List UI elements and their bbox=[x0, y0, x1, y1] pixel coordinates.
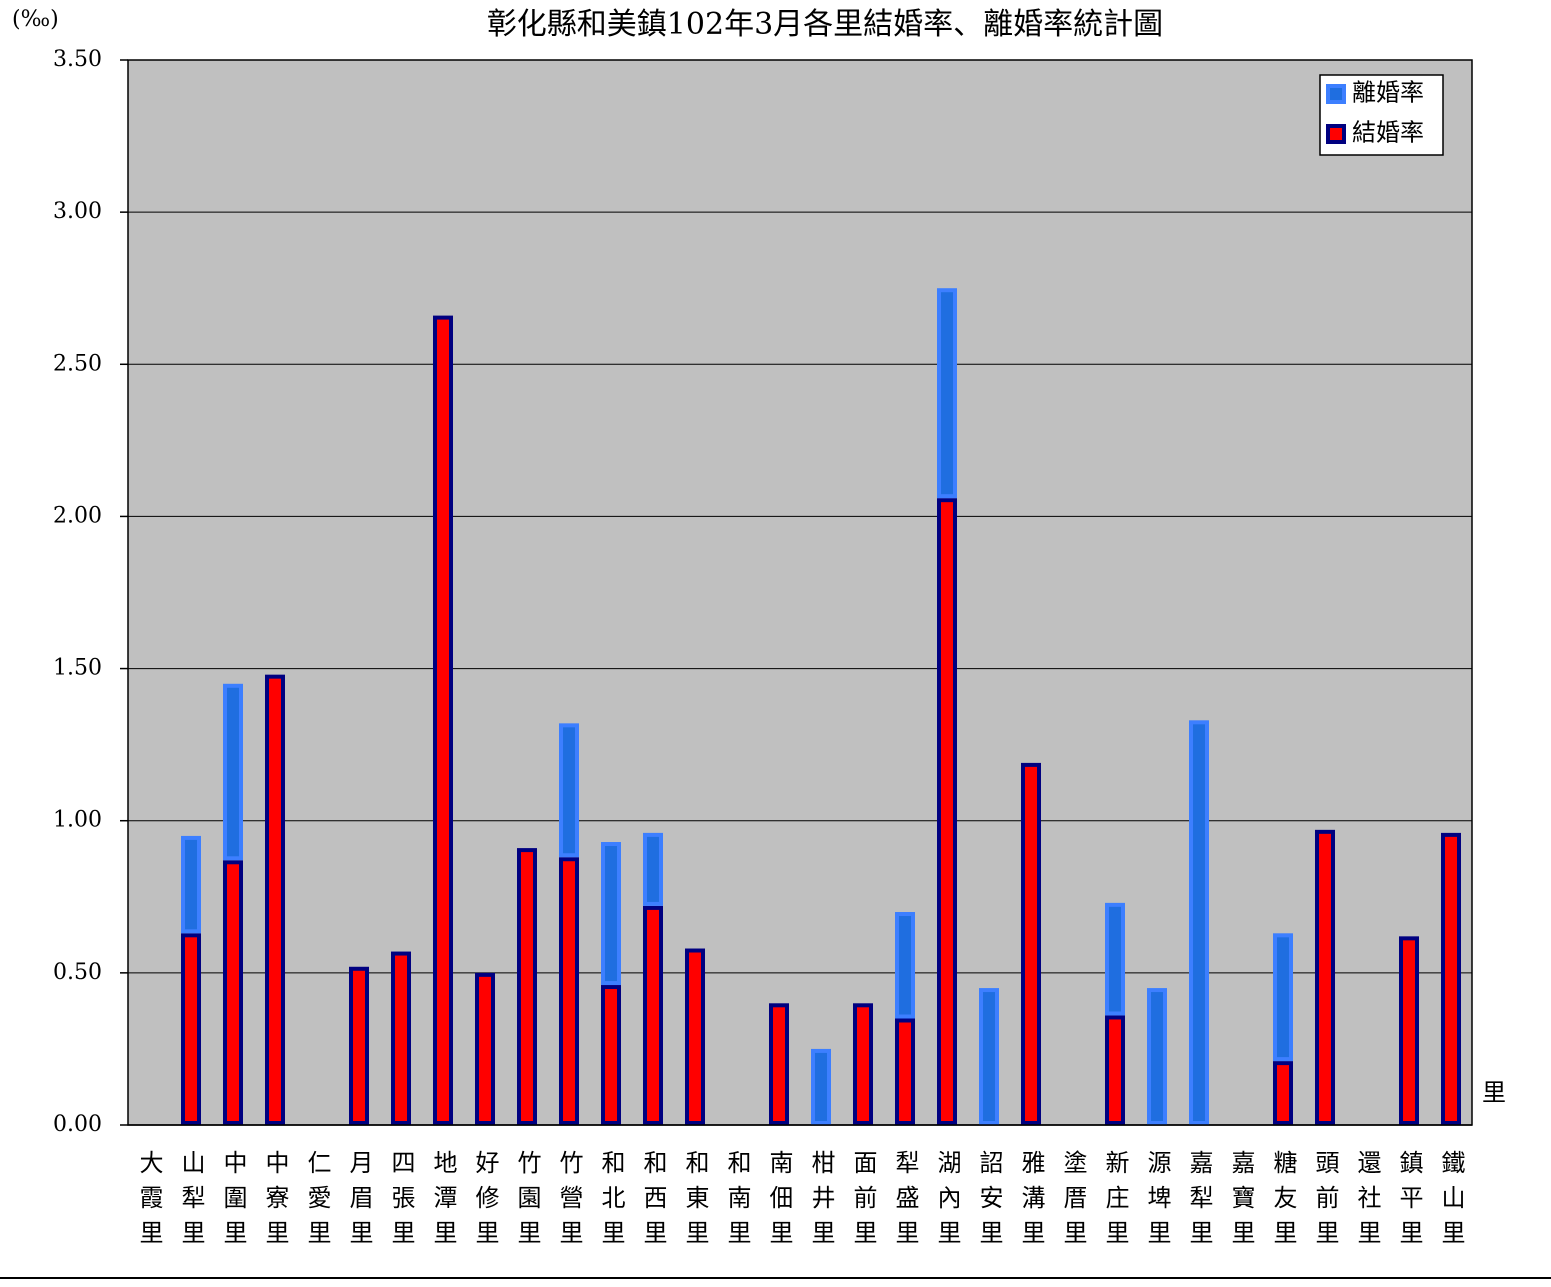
bar-segment bbox=[601, 842, 621, 986]
bar-segment bbox=[433, 315, 453, 1126]
x-tick-label: 中寮里 bbox=[261, 1150, 289, 1255]
bar-segment bbox=[1399, 936, 1419, 1125]
bar-segment bbox=[685, 948, 705, 1125]
x-axis-label: 里 bbox=[1482, 1079, 1506, 1107]
x-tick-label: 和東里 bbox=[681, 1150, 709, 1255]
bar-segment bbox=[1273, 933, 1293, 1062]
x-tick-label: 月眉里 bbox=[345, 1150, 373, 1255]
bar-segment bbox=[1105, 902, 1125, 1016]
x-tick-label: 仁愛里 bbox=[303, 1150, 331, 1255]
y-tick-label: 0.00 bbox=[53, 1112, 102, 1137]
bar-segment bbox=[769, 1003, 789, 1125]
x-tick-label: 和北里 bbox=[597, 1150, 625, 1255]
legend-label: 結婚率 bbox=[1352, 119, 1424, 147]
x-tick-label: 鎮平里 bbox=[1395, 1150, 1423, 1255]
x-tick-label: 犁盛里 bbox=[891, 1150, 919, 1255]
chart-title: 彰化縣和美鎮102年3月各里結婚率、離婚率統計圖 bbox=[487, 7, 1163, 42]
x-tick-label: 竹營里 bbox=[555, 1150, 583, 1255]
bar-segment bbox=[643, 832, 663, 906]
bar-segment bbox=[1105, 1015, 1125, 1126]
bar-segment bbox=[517, 848, 537, 1125]
x-tick-label: 源埤里 bbox=[1143, 1150, 1171, 1255]
bar-segment bbox=[1147, 988, 1167, 1125]
bar-segment bbox=[559, 857, 579, 1125]
bar-segment bbox=[475, 972, 495, 1125]
y-tick-label: 0.50 bbox=[53, 960, 102, 985]
x-tick-label: 大霞里 bbox=[135, 1150, 163, 1255]
bar-segment bbox=[979, 988, 999, 1125]
y-unit-label: (‰) bbox=[12, 7, 59, 32]
x-tick-label: 面前里 bbox=[849, 1150, 877, 1255]
y-tick-label: 1.50 bbox=[53, 656, 102, 681]
bar-segment bbox=[811, 1048, 831, 1126]
x-tick-label: 嘉寶里 bbox=[1227, 1150, 1255, 1255]
y-tick-label: 1.00 bbox=[53, 808, 102, 833]
bar-segment bbox=[223, 860, 243, 1125]
bar-segment bbox=[391, 951, 411, 1125]
bar-segment bbox=[643, 905, 663, 1126]
bar-segment bbox=[181, 933, 201, 1125]
bar-segment bbox=[601, 985, 621, 1125]
x-tick-label: 四張里 bbox=[387, 1150, 415, 1255]
x-tick-label: 和西里 bbox=[639, 1150, 667, 1255]
legend-swatch bbox=[1326, 124, 1346, 144]
x-tick-label: 山犁里 bbox=[177, 1150, 205, 1255]
x-tick-label: 還社里 bbox=[1353, 1150, 1381, 1255]
y-tick-label: 2.00 bbox=[53, 503, 102, 528]
bar-segment bbox=[265, 674, 285, 1126]
bar-segment bbox=[559, 723, 579, 858]
y-tick-label: 2.50 bbox=[53, 351, 102, 376]
x-tick-label: 鐵山里 bbox=[1437, 1150, 1465, 1255]
bar-segment bbox=[1189, 720, 1209, 1125]
bar-segment bbox=[1441, 832, 1461, 1126]
x-tick-label: 新庄里 bbox=[1101, 1150, 1129, 1255]
x-tick-label: 中圍里 bbox=[219, 1150, 247, 1255]
x-tick-label: 南佃里 bbox=[765, 1150, 793, 1255]
x-tick-label: 雅溝里 bbox=[1017, 1150, 1045, 1255]
x-tick-label: 柑井里 bbox=[807, 1150, 835, 1255]
plot-area bbox=[127, 59, 1473, 1126]
x-tick-label: 和南里 bbox=[723, 1150, 751, 1255]
x-tick-label: 詔安里 bbox=[975, 1150, 1003, 1255]
bar-segment bbox=[895, 1018, 915, 1125]
y-tick-label: 3.00 bbox=[53, 199, 102, 224]
bar-segment bbox=[181, 835, 201, 934]
x-tick-label: 湖內里 bbox=[933, 1150, 961, 1255]
bar-segment bbox=[1021, 762, 1041, 1126]
y-tick-label: 3.50 bbox=[53, 47, 102, 72]
x-tick-label: 嘉犁里 bbox=[1185, 1150, 1213, 1255]
bar-segment bbox=[349, 966, 369, 1125]
bar-segment bbox=[937, 498, 957, 1125]
bar-segment bbox=[1315, 829, 1335, 1125]
x-tick-label: 好修里 bbox=[471, 1150, 499, 1255]
x-tick-label: 塗厝里 bbox=[1059, 1150, 1087, 1255]
bar-segment bbox=[853, 1003, 873, 1125]
bar-segment bbox=[1273, 1061, 1293, 1125]
x-tick-label: 竹園里 bbox=[513, 1150, 541, 1255]
x-tick-label: 糖友里 bbox=[1269, 1150, 1297, 1255]
legend-label: 離婚率 bbox=[1352, 79, 1424, 107]
x-tick-label: 頭前里 bbox=[1311, 1150, 1339, 1255]
bar-segment bbox=[937, 288, 957, 499]
bar-segment bbox=[223, 683, 243, 861]
bar-segment bbox=[895, 912, 915, 1019]
x-tick-label: 地潭里 bbox=[429, 1150, 457, 1255]
legend-swatch bbox=[1326, 84, 1346, 104]
